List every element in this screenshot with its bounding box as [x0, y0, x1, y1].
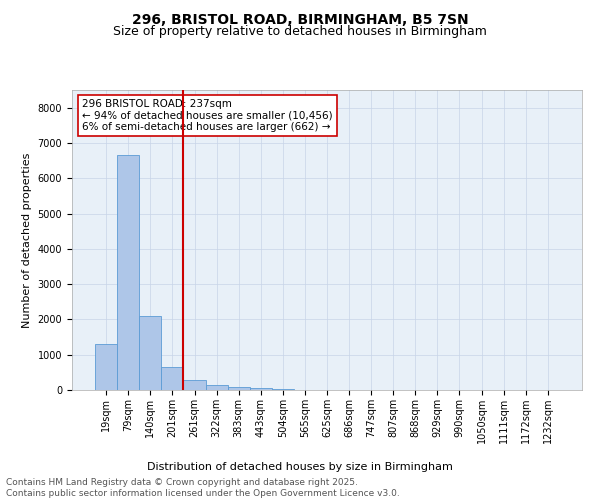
Text: 296, BRISTOL ROAD, BIRMINGHAM, B5 7SN: 296, BRISTOL ROAD, BIRMINGHAM, B5 7SN — [131, 12, 469, 26]
Bar — [95, 344, 117, 390]
Text: Distribution of detached houses by size in Birmingham: Distribution of detached houses by size … — [147, 462, 453, 472]
Text: Contains HM Land Registry data © Crown copyright and database right 2025.
Contai: Contains HM Land Registry data © Crown c… — [6, 478, 400, 498]
Y-axis label: Number of detached properties: Number of detached properties — [22, 152, 32, 328]
Bar — [227, 387, 250, 390]
Bar — [206, 386, 227, 390]
Bar — [184, 380, 206, 390]
Bar — [139, 316, 161, 390]
Text: 296 BRISTOL ROAD: 237sqm
← 94% of detached houses are smaller (10,456)
6% of sem: 296 BRISTOL ROAD: 237sqm ← 94% of detach… — [82, 99, 333, 132]
Bar — [117, 156, 139, 390]
Bar — [161, 367, 184, 390]
Bar — [272, 389, 294, 390]
Text: Size of property relative to detached houses in Birmingham: Size of property relative to detached ho… — [113, 25, 487, 38]
Bar — [250, 388, 272, 390]
